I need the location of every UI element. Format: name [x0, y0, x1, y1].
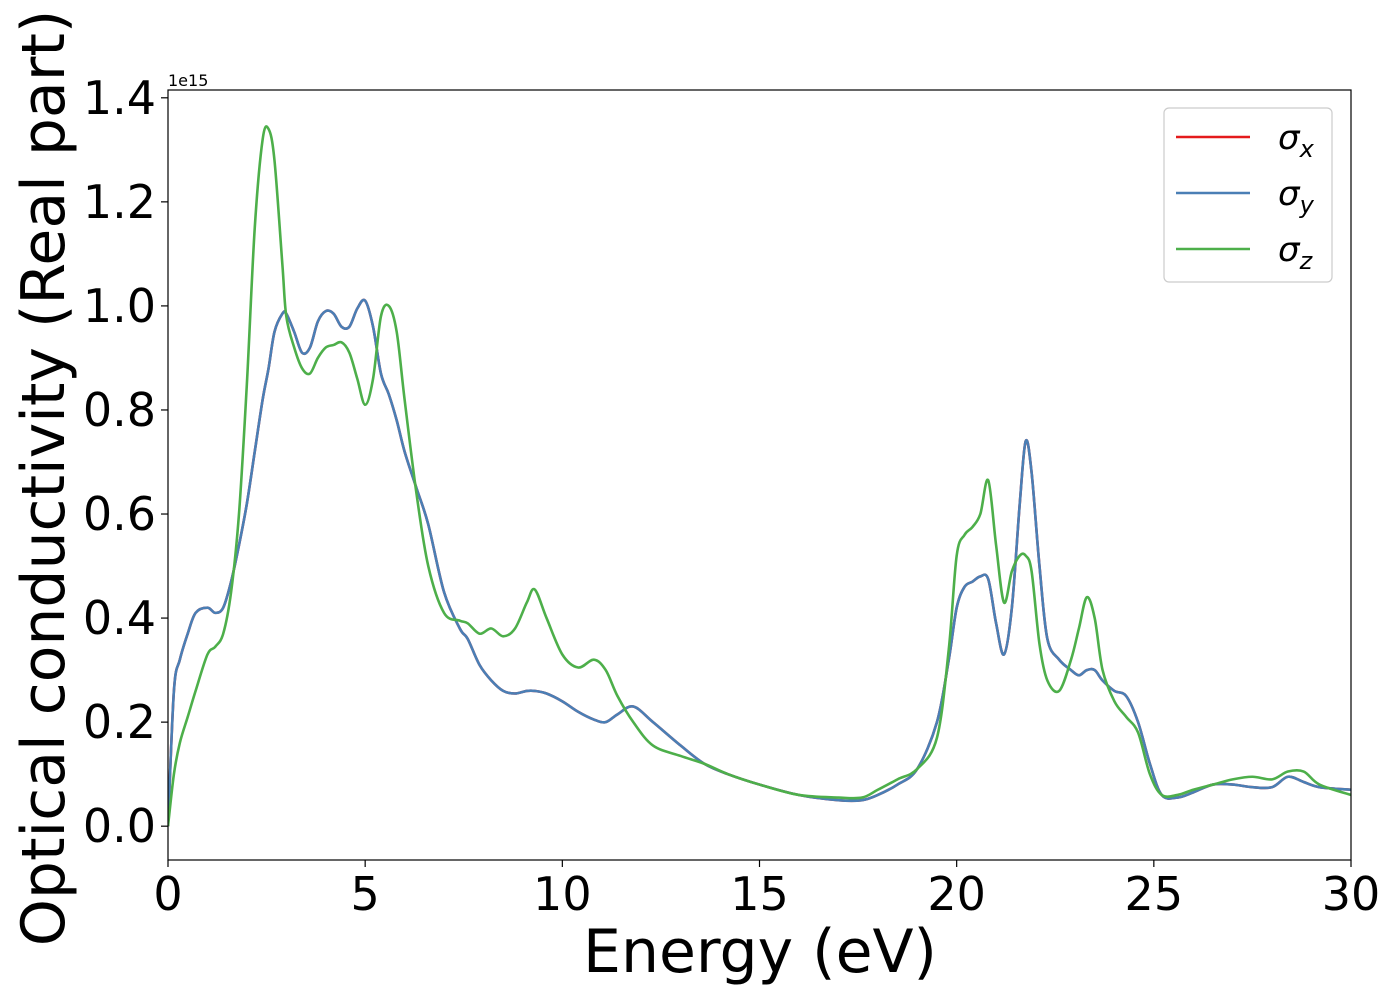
x-tick-label: 5: [351, 867, 380, 921]
legend-label-y: σy: [1278, 174, 1315, 219]
y-tick-label: 1.4: [83, 71, 156, 125]
y-tick-label: 0.4: [83, 591, 156, 645]
series-lines: [168, 125, 1351, 827]
x-tick-label: 30: [1322, 867, 1381, 921]
x-tick-label: 25: [1125, 867, 1184, 921]
x-tick-label: 20: [927, 867, 986, 921]
x-tick-label: 0: [153, 867, 182, 921]
y-axis-label: Optical conductivity (Real part): [9, 10, 79, 947]
series-line-z: [168, 125, 1351, 827]
legend: σx σy σz: [1163, 107, 1333, 283]
x-tick-label: 10: [533, 867, 592, 921]
x-tick-label: 15: [730, 867, 789, 921]
y-tick-label: 0.2: [83, 695, 156, 749]
legend-label-z: σz: [1278, 230, 1314, 275]
y-tick-label: 0.0: [83, 799, 156, 853]
legend-box: [1163, 107, 1333, 283]
series-line-y: [168, 298, 1351, 827]
legend-label-x: σx: [1278, 118, 1315, 163]
y-tick-label: 0.8: [83, 383, 156, 437]
y-tick-label: 1.0: [83, 279, 156, 333]
y-offset-label: 1e15: [168, 71, 208, 90]
y-tick-label: 1.2: [83, 175, 156, 229]
y-tick-label: 0.6: [83, 487, 156, 541]
axes: 0 5 10 15 20 25 30 0.0 0.2 0.4 0.6 0.8 1.0 1.2 1.4: [83, 71, 1380, 921]
series-line-x: [168, 298, 1351, 827]
x-axis-label: Energy (eV): [583, 917, 937, 987]
